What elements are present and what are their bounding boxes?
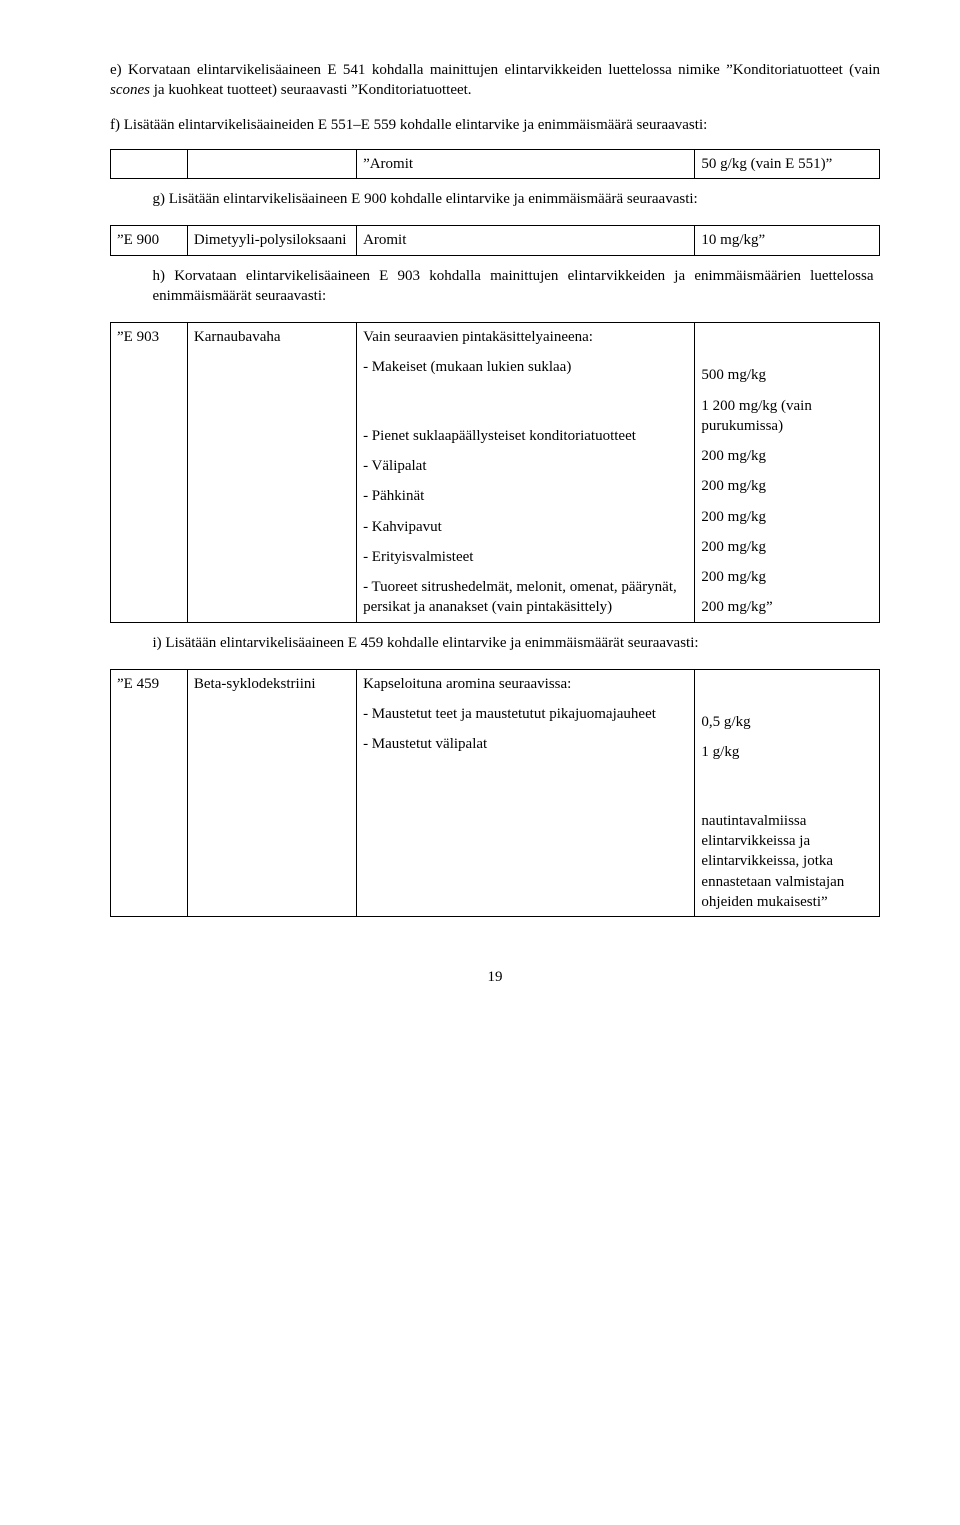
list-item: Kapseloituna aromina seuraavissa: [363,674,688,694]
cell-desc: ”Aromit [357,149,695,178]
paragraph-f: f) Lisätään elintarvikelisäaineiden E 55… [110,115,880,135]
cell-val: 500 mg/kg 1 200 mg/kg (vain purukumissa) 2… [695,323,880,623]
inner-para-row: g) Lisätään elintarvikelisäaineen E 900 … [111,179,880,226]
cell-val: 10 mg/kg” [695,226,880,255]
cell-val-list: 0,5 g/kg 1 g/kg nautintavalmiissa elintar… [701,674,873,912]
paragraph-i: i) Lisätään elintarvikelisäaineen E 459 … [153,633,874,653]
page-number: 19 [110,967,880,987]
list-item: 1 g/kg [701,742,873,762]
list-item: - Pienet suklaapäällysteiset konditoriat… [363,426,688,446]
table-row: ”E 900 Dimetyyli-polysiloksaani Aromit 1… [111,226,880,255]
list-item: - Tuoreet sitrushedelmät, melonit, omena… [363,577,688,618]
cell-desc: Kapseloituna aromina seuraavissa: - Maust… [357,669,695,916]
list-item [363,388,688,408]
list-item: 500 mg/kg [701,365,873,385]
list-item: - Kahvipavut [363,517,688,537]
list-item: 1 200 mg/kg (vain purukumissa) [701,396,873,437]
cell-desc: Vain seuraavien pintakäsittelyaineena: - … [357,323,695,623]
table-row: ”Aromit 50 g/kg (vain E 551)” [111,149,880,178]
paragraph-g: g) Lisätään elintarvikelisäaineen E 900 … [153,189,874,209]
list-item: - Välipalat [363,456,688,476]
list-item: - Maustetut teet ja maustetutut pikajuom… [363,704,688,724]
list-item: 200 mg/kg [701,567,873,587]
list-item [701,327,873,347]
cell-code [111,149,188,178]
text: ja kuohkeat tuotteet) seuraavasti ”Kondi… [150,82,472,98]
paragraph-e: e) Korvataan elintarvikelisäaineen E 541… [110,60,880,101]
list-item: 200 mg/kg [701,446,873,466]
cell-name: Dimetyyli-polysiloksaani [187,226,356,255]
cell-name: Beta-syklodekstriini [187,669,356,916]
cell-val: 50 g/kg (vain E 551)” [695,149,880,178]
list-item: 200 mg/kg [701,537,873,557]
inner-para-row: i) Lisätään elintarvikelisäaineen E 459 … [111,622,880,669]
cell-val-list: 500 mg/kg 1 200 mg/kg (vain purukumissa) 2… [701,327,873,618]
list-item: - Erityisvalmisteet [363,547,688,567]
table-row: ”E 459 Beta-syklodekstriini Kapseloituna… [111,669,880,916]
cell-desc-list: Vain seuraavien pintakäsittelyaineena: - … [363,327,688,618]
list-item: - Pähkinät [363,486,688,506]
list-item [701,674,873,694]
list-item: 200 mg/kg [701,476,873,496]
cell-code: ”E 459 [111,669,188,916]
list-item: 200 mg/kg [701,507,873,527]
list-item: - Maustetut välipalat [363,734,688,754]
list-item: nautintavalmiissa elintarvikkeissa ja el… [701,811,873,912]
list-item: - Makeiset (mukaan lukien suklaa) [363,357,688,377]
italic-word: scones [110,82,150,98]
cell-desc-list: Kapseloituna aromina seuraavissa: - Maust… [363,674,688,755]
list-item [701,773,873,793]
paragraph-h: h) Korvataan elintarvikelisäaineen E 903… [153,266,874,307]
text: e) Korvataan elintarvikelisäaineen E 541… [110,62,880,78]
table-row: ”E 903 Karnaubavaha Vain seuraavien pint… [111,323,880,623]
cell-code: ”E 903 [111,323,188,623]
cell-name: Karnaubavaha [187,323,356,623]
list-item: Vain seuraavien pintakäsittelyaineena: [363,327,688,347]
list-item: 0,5 g/kg [701,712,873,732]
list-item: 200 mg/kg” [701,597,873,617]
inner-para-row: h) Korvataan elintarvikelisäaineen E 903… [111,255,880,323]
cell-desc: Aromit [357,226,695,255]
cell-val: 0,5 g/kg 1 g/kg nautintavalmiissa elintar… [695,669,880,916]
table-f-g: ”Aromit 50 g/kg (vain E 551)” g) Lisätää… [110,149,880,917]
cell-code: ”E 900 [111,226,188,255]
cell-name [187,149,356,178]
